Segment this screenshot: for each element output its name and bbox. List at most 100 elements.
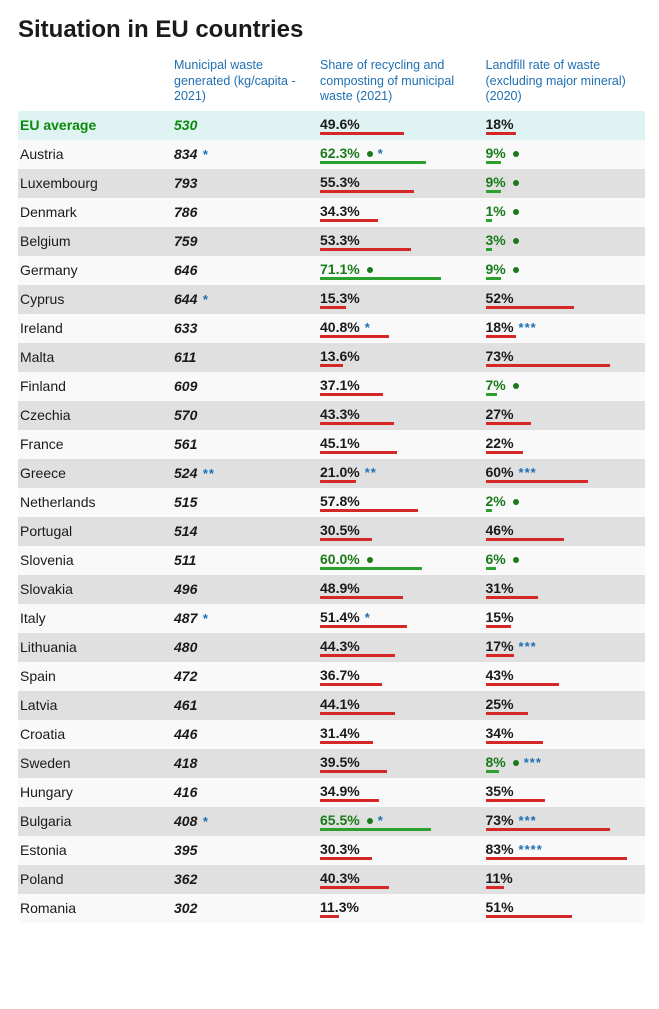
landfill-rate: 51% <box>486 899 646 917</box>
landfill-rate: 83%**** <box>486 841 646 859</box>
country-name: Hungary <box>18 784 168 800</box>
waste-generated: 786 <box>174 204 314 220</box>
col-header-country <box>18 105 168 111</box>
page: Situation in EU countries Municipal wast… <box>0 0 659 953</box>
landfill-rate: 6% <box>486 551 646 569</box>
waste-generated: 514 <box>174 523 314 539</box>
landfill-rate: 46% <box>486 522 646 540</box>
table-row: Luxembourg79355.3%9% <box>18 169 645 198</box>
landfill-rate: 27% <box>486 406 646 424</box>
recycling-share: 53.3% <box>320 232 480 250</box>
table-row: Italy487*51.4%*15% <box>18 604 645 633</box>
waste-generated: 487* <box>174 610 314 626</box>
landfill-rate: 73%*** <box>486 812 646 830</box>
table-row: Germany64671.1%9% <box>18 256 645 285</box>
recycling-share: 36.7% <box>320 667 480 685</box>
col-header-landfill: Landfill rate of waste (excluding major … <box>486 58 646 111</box>
recycling-share: 44.3% <box>320 638 480 656</box>
recycling-share: 60.0% <box>320 551 480 569</box>
country-name: EU average <box>18 117 168 133</box>
landfill-rate: 18% <box>486 116 646 134</box>
country-name: Czechia <box>18 407 168 423</box>
recycling-share: 57.8% <box>320 493 480 511</box>
country-name: Belgium <box>18 233 168 249</box>
landfill-rate: 60%*** <box>486 464 646 482</box>
table-row: Latvia46144.1%25% <box>18 691 645 720</box>
table-row: France56145.1%22% <box>18 430 645 459</box>
waste-generated: 446 <box>174 726 314 742</box>
table-row: Sweden41839.5%8%*** <box>18 749 645 778</box>
table-row: Hungary41634.9%35% <box>18 778 645 807</box>
waste-generated: 418 <box>174 755 314 771</box>
waste-generated: 633 <box>174 320 314 336</box>
table-row: Croatia 446 31.4% 34% <box>18 720 645 749</box>
landfill-rate: 34% <box>486 725 646 743</box>
table-row: Ireland 633 40.8%* 18%*** <box>18 314 645 343</box>
table-row: Finland60937.1%7% <box>18 372 645 401</box>
landfill-rate: 9% <box>486 145 646 163</box>
landfill-rate: 15% <box>486 609 646 627</box>
country-name: Croatia <box>18 726 168 742</box>
country-name: Ireland <box>18 320 168 336</box>
recycling-share: 31.4% <box>320 725 480 743</box>
landfill-rate: 9% <box>486 174 646 192</box>
col-header-generated: Municipal waste generated (kg/capita - 2… <box>174 58 314 111</box>
waste-generated: 408* <box>174 813 314 829</box>
landfill-rate: 73% <box>486 348 646 366</box>
waste-generated: 496 <box>174 581 314 597</box>
table-row: Slovakia 496 48.9% 31% <box>18 575 645 604</box>
waste-generated: 395 <box>174 842 314 858</box>
waste-generated: 530 <box>174 117 314 133</box>
table-row: Belgium75953.3%3% <box>18 227 645 256</box>
country-name: Italy <box>18 610 168 626</box>
waste-generated: 511 <box>174 552 314 568</box>
recycling-share: 62.3%* <box>320 145 480 163</box>
recycling-share: 34.9% <box>320 783 480 801</box>
country-name: Germany <box>18 262 168 278</box>
landfill-rate: 52% <box>486 290 646 308</box>
country-name: Netherlands <box>18 494 168 510</box>
table-row: Denmark78634.3%1% <box>18 198 645 227</box>
waste-generated: 480 <box>174 639 314 655</box>
landfill-rate: 22% <box>486 435 646 453</box>
country-name: Slovakia <box>18 581 168 597</box>
waste-generated: 793 <box>174 175 314 191</box>
waste-generated: 609 <box>174 378 314 394</box>
landfill-rate: 2% <box>486 493 646 511</box>
country-name: Cyprus <box>18 291 168 307</box>
country-name: Sweden <box>18 755 168 771</box>
landfill-rate: 17%*** <box>486 638 646 656</box>
table-row: Austria834*62.3%*9% <box>18 140 645 169</box>
recycling-share: 30.3% <box>320 841 480 859</box>
country-name: Poland <box>18 871 168 887</box>
recycling-share: 55.3% <box>320 174 480 192</box>
landfill-rate: 43% <box>486 667 646 685</box>
recycling-share: 43.3% <box>320 406 480 424</box>
landfill-rate: 31% <box>486 580 646 598</box>
landfill-rate: 18%*** <box>486 319 646 337</box>
country-name: Finland <box>18 378 168 394</box>
page-title: Situation in EU countries <box>18 16 645 44</box>
table-row: Greece524**21.0%**60%*** <box>18 459 645 488</box>
landfill-rate: 8%*** <box>486 754 646 772</box>
recycling-share: 15.3% <box>320 290 480 308</box>
landfill-rate: 9% <box>486 261 646 279</box>
country-name: Spain <box>18 668 168 684</box>
waste-generated: 524** <box>174 465 314 481</box>
country-name: France <box>18 436 168 452</box>
recycling-share: 45.1% <box>320 435 480 453</box>
table-header: Municipal waste generated (kg/capita - 2… <box>18 58 645 111</box>
landfill-rate: 7% <box>486 377 646 395</box>
data-table: Municipal waste generated (kg/capita - 2… <box>18 58 645 923</box>
table-row: Slovenia51160.0%6% <box>18 546 645 575</box>
table-row: Malta61113.6%73% <box>18 343 645 372</box>
recycling-share: 40.8%* <box>320 319 480 337</box>
recycling-share: 49.6% <box>320 116 480 134</box>
recycling-share: 30.5% <box>320 522 480 540</box>
waste-generated: 759 <box>174 233 314 249</box>
country-name: Malta <box>18 349 168 365</box>
landfill-rate: 25% <box>486 696 646 714</box>
country-name: Estonia <box>18 842 168 858</box>
recycling-share: 48.9% <box>320 580 480 598</box>
recycling-share: 34.3% <box>320 203 480 221</box>
